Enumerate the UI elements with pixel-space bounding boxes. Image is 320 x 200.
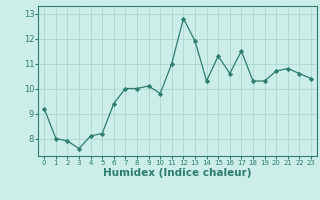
X-axis label: Humidex (Indice chaleur): Humidex (Indice chaleur) [103,168,252,178]
